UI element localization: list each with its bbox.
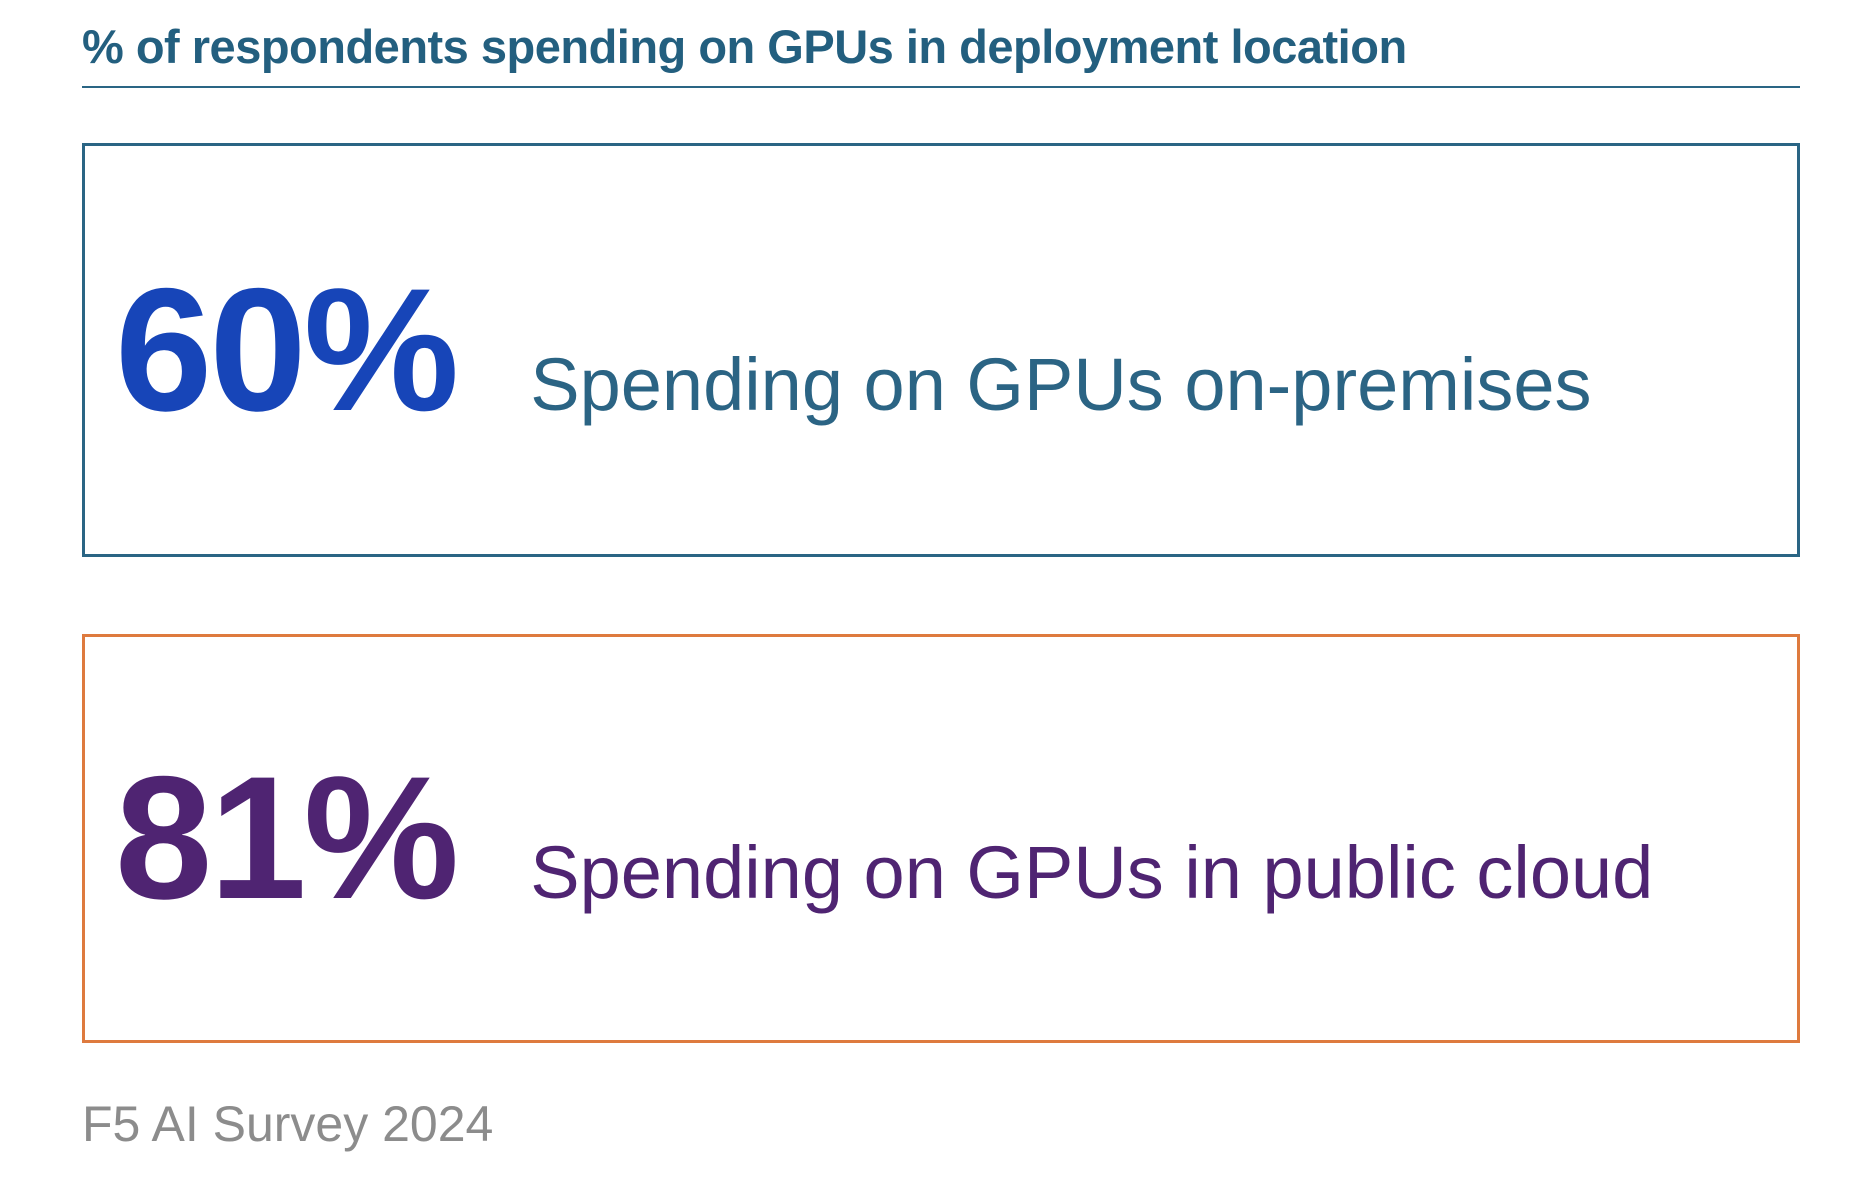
stat-value-on-premises: 60% xyxy=(115,252,459,448)
stat-value-public-cloud: 81% xyxy=(115,741,459,937)
page-title: % of respondents spending on GPUs in dep… xyxy=(82,20,1407,73)
stat-row-on-premises: 60% Spending on GPUs on-premises xyxy=(85,263,1797,438)
stat-label-on-premises: Spending on GPUs on-premises xyxy=(530,342,1592,426)
title-block: % of respondents spending on GPUs in dep… xyxy=(82,20,1800,89)
stat-row-public-cloud: 81% Spending on GPUs in public cloud xyxy=(85,751,1797,926)
stat-card-public-cloud: 81% Spending on GPUs in public cloud xyxy=(82,634,1800,1044)
stat-card-on-premises: 60% Spending on GPUs on-premises xyxy=(82,143,1800,558)
source-block: F5 AI Survey 2024 xyxy=(82,1096,1800,1154)
source-caption: F5 AI Survey 2024 xyxy=(82,1096,494,1153)
stat-label-public-cloud: Spending on GPUs in public cloud xyxy=(530,831,1654,915)
